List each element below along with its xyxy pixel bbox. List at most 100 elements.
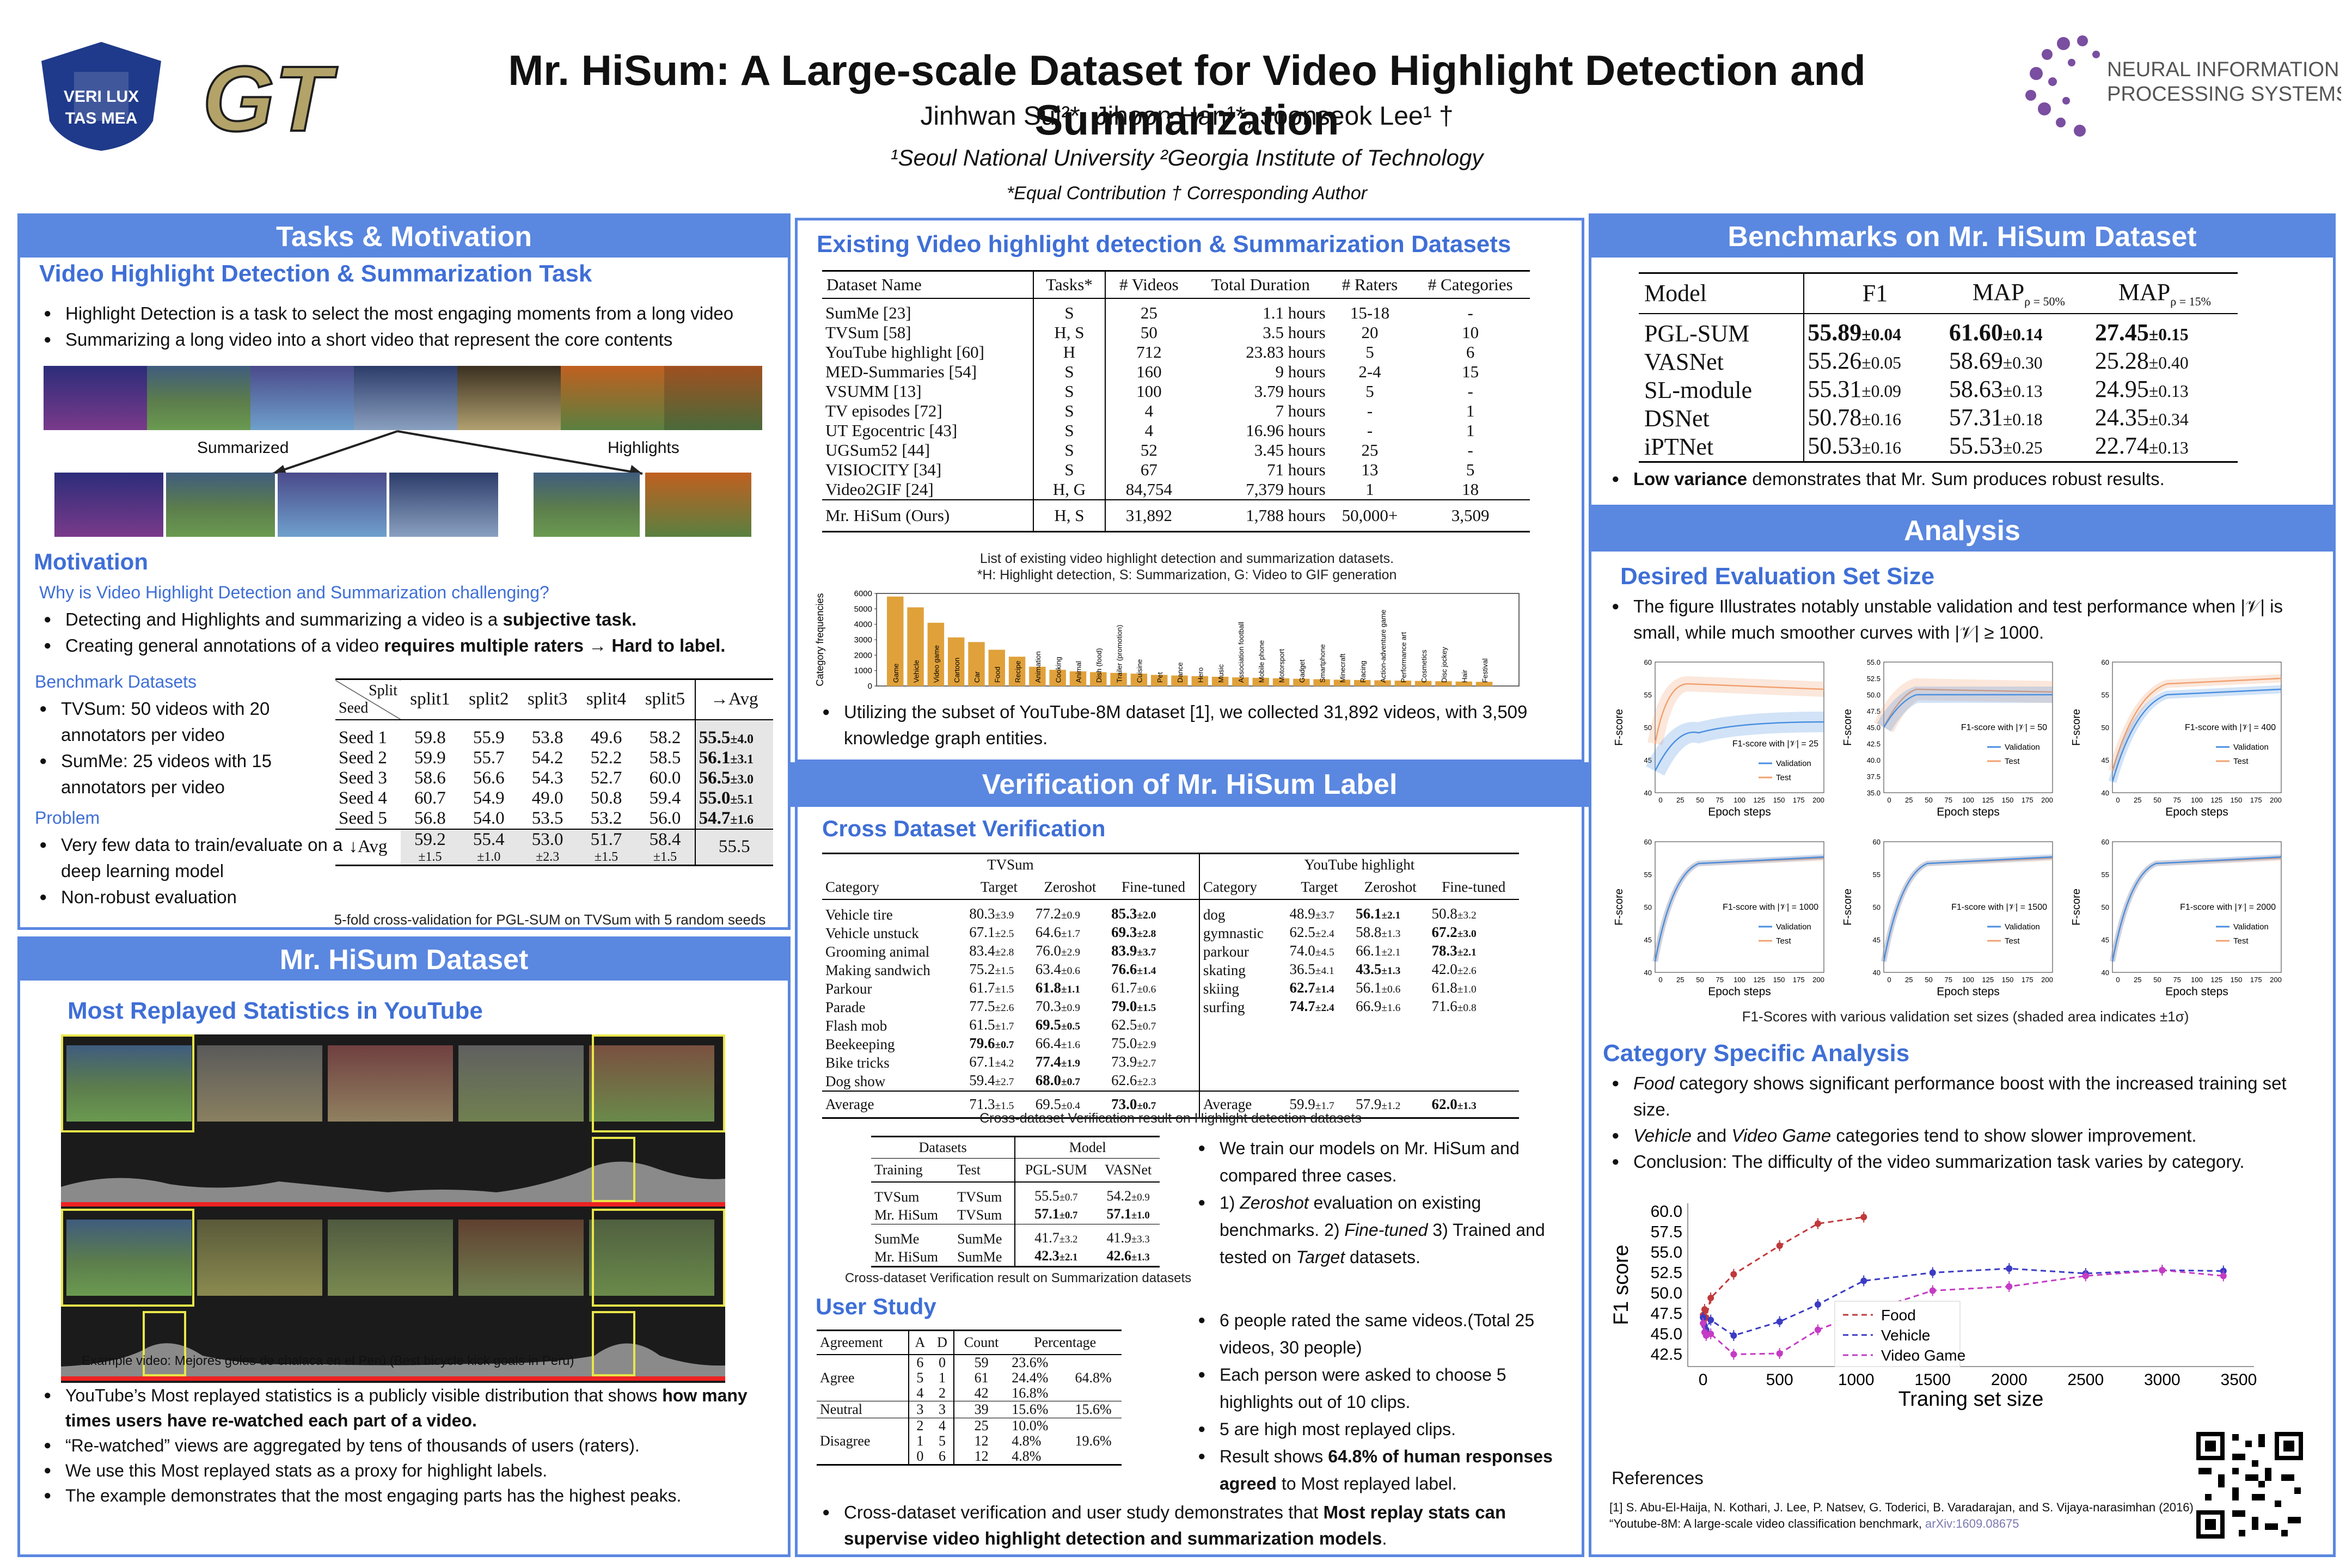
bar-chart-bar [887, 596, 904, 686]
video-frame [458, 1220, 584, 1296]
table-cell: 20 [1361, 323, 1379, 342]
table-cell: Making sandwich [825, 962, 930, 978]
table-cell [1428, 1035, 1519, 1054]
benchmarks-header-cell: Model [1639, 272, 1805, 314]
mini-curve [2111, 688, 2282, 782]
references-title: References [1612, 1468, 1704, 1488]
table-cell: 84,754 [1125, 480, 1172, 499]
table-cell: 55.0±5.1 [694, 788, 773, 808]
hl-table-header-cell: Target [1286, 875, 1353, 900]
bar-chart-ytick: 5000 [854, 604, 872, 614]
sum-table-header-cell: Training [871, 1158, 954, 1183]
table-cell: DSNet [1639, 404, 1805, 433]
split-table-header-cell: split5 [635, 678, 695, 720]
table-cell: H, G [1033, 480, 1106, 500]
table-cell: 1 [908, 1434, 932, 1449]
mini-xtick: 25 [1676, 796, 1684, 804]
table-cell: - [1467, 440, 1473, 460]
table-cell: YouTube highlight [60] [825, 342, 984, 362]
line-chart-xtick: 1500 [1914, 1371, 1951, 1389]
existing-datasets-title: Existing Video highlight detection & Sum… [817, 231, 1511, 258]
mini-legend-label: Validation [2233, 743, 2269, 752]
hl-table-average-row: Average 71.3±1.5 69.5±0.4 73.0±0.7 Average 59… [822, 1091, 1519, 1119]
table-cell: Bike tricks [825, 1055, 890, 1071]
line-chart-point [1730, 1332, 1737, 1339]
hl-table-row: Parkour 61.7±1.5 61.8±1.1 61.7±0.6 skiing 62.… [822, 979, 1519, 998]
video-frame [166, 473, 275, 537]
table-cell: 55.89±0.04 [1808, 318, 1901, 346]
table-cell: Parade [825, 999, 866, 1015]
table-cell [1200, 1016, 1287, 1035]
table-cell: 1.1 hours [1263, 303, 1326, 322]
benchmarks-header: Model F1 MAPρ = 50% MAPρ = 15% [1639, 272, 2238, 314]
bar-chart-bar [1069, 671, 1087, 686]
mini-xtick: 100 [2191, 976, 2203, 984]
user-study-row: 4 2 42 16.8% [817, 1386, 1122, 1401]
table-cell: 78.3±2.1 [1431, 942, 1477, 959]
table-cell: 58.2 [649, 727, 681, 748]
bar-chart-ytick: 2000 [854, 651, 872, 660]
line-chart-point [2082, 1272, 2089, 1279]
motivation-bullets: Detecting and Highlights and summarizing… [38, 607, 789, 659]
line-chart-point [1814, 1301, 1821, 1308]
bar-chart-bar [947, 637, 965, 686]
sum-table-header: Training Test PGL-SUM VASNet [871, 1158, 1160, 1183]
mini-xtick: 25 [2134, 796, 2141, 804]
hl-table-row: Dog show 59.4±2.7 68.0±0.7 62.6±2.3 [822, 1072, 1519, 1091]
table-cell: Mr. HiSum [871, 1206, 954, 1224]
table-cell: 71 hours [1267, 460, 1326, 479]
highlight-video-strip [534, 473, 751, 537]
bar-chart-bar [1090, 672, 1107, 686]
table-cell: Disagree [817, 1418, 909, 1466]
arxiv-link[interactable]: arXiv:1609.08675 [1925, 1517, 2019, 1530]
line-chart-point [1929, 1269, 1936, 1276]
mini-ylabel: F-score [2071, 889, 2082, 926]
mini-f1-figure: 40 45 50 55 60 0 25 50 75 100 125 150 175 200 F-score E… [1842, 838, 2053, 998]
table-cell: 69.3±2.8 [1111, 924, 1156, 940]
table-cell: SumMe [874, 1230, 920, 1247]
mini-ytick: 55 [2102, 871, 2109, 879]
table-cell: 5 [908, 1370, 932, 1386]
qr-code[interactable] [2194, 1430, 2305, 1541]
hl-table-row: Bike tricks 67.1±4.2 77.4±1.9 73.9±2.7 [822, 1054, 1519, 1072]
mini-figure-frame [2112, 661, 2282, 793]
table-cell: 56.6 [473, 768, 505, 788]
benchmarks-row: iPTNet 50.53±0.16 55.53±0.25 22.74±0.13 [1639, 432, 2238, 463]
user-study-row: Neutral 3 3 39 15.6% 15.6% [817, 1401, 1122, 1418]
table-cell: 3,509 [1411, 499, 1530, 532]
hl-table-group-label: TVSum [822, 853, 1199, 875]
mini-xtick: 125 [2210, 976, 2222, 984]
line-chart-point [1860, 1214, 1867, 1221]
table-cell: 3.45 hours [1254, 440, 1326, 460]
sum-table-group-label: Datasets [871, 1136, 1015, 1159]
line-chart-point [1860, 1277, 1867, 1284]
table-cell: 23.6% [1012, 1355, 1049, 1370]
table-cell: 49.6 [590, 727, 622, 748]
table-cell: ±1.5 [577, 849, 636, 866]
bar-chart-category-label: Mobile phone [1257, 640, 1265, 683]
bar-chart-bar [1313, 679, 1330, 686]
line-chart-xtick: 3500 [2221, 1371, 2257, 1389]
video-frame [457, 366, 561, 430]
table-cell: 4 [939, 1418, 946, 1434]
dataset-band: Mr. HiSum Dataset [20, 939, 788, 981]
table-cell: UT Egocentric [43] [825, 421, 958, 440]
existing-table-row: VISIOCITY [34] S 67 71 hours 13 5 [822, 460, 1530, 480]
video-frame [197, 1220, 322, 1296]
table-cell: 83.4±2.8 [969, 942, 1014, 959]
mini-xtick: 150 [2231, 976, 2243, 984]
mini-ytick: 60 [1644, 838, 1652, 846]
bar-chart-bar [1414, 681, 1432, 686]
split-table-header-cell: split3 [518, 678, 577, 720]
highlight-table-caption: Cross-dataset Verification result on Hig… [979, 1111, 1362, 1126]
mini-ytick: 60 [1644, 658, 1652, 666]
source-video-strip [44, 366, 762, 430]
mini-xlabel: Epoch steps [1937, 985, 2000, 998]
table-cell: 62.5±2.4 [1289, 924, 1334, 940]
line-chart-point [1707, 1316, 1714, 1324]
table-cell: 4.8% [1012, 1433, 1042, 1449]
sum-table-header-cell: VASNet [1097, 1158, 1160, 1183]
table-cell: Beekeeping [825, 1036, 895, 1052]
table-cell: 79.0±1.5 [1111, 998, 1156, 1014]
table-cell: dog [1203, 906, 1226, 923]
